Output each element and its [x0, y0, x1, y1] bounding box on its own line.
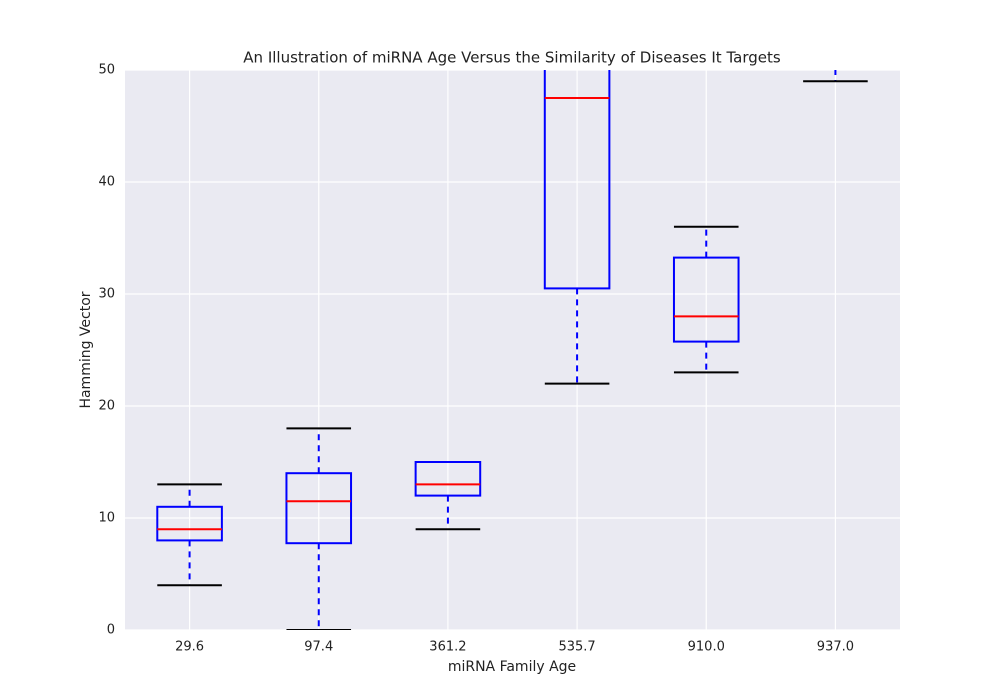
x-tick-label: 97.4 [304, 640, 333, 655]
y-tick-label: 20 [98, 399, 115, 414]
box [156, 505, 223, 542]
y-axis-label: Hamming Vector [78, 291, 94, 408]
grid [125, 69, 900, 631]
y-tick-label: 10 [98, 511, 115, 526]
y-tick-label: 0 [107, 623, 115, 638]
box [414, 461, 482, 497]
x-tick-label: 29.6 [175, 640, 204, 655]
box [285, 472, 353, 545]
y-tick-label: 30 [98, 287, 115, 302]
box [803, 0, 868, 14]
box [672, 256, 740, 343]
x-axis-label: miRNA Family Age [448, 659, 576, 675]
chart-title: An Illustration of miRNA Age Versus the … [243, 49, 781, 67]
x-tick-label: 535.7 [558, 640, 595, 655]
plot-area [125, 70, 900, 630]
x-tick-label: 361.2 [429, 640, 466, 655]
x-tick-label: 910.0 [688, 640, 725, 655]
y-tick-label: 50 [98, 63, 115, 78]
y-tick-label: 40 [98, 175, 115, 190]
box [543, 70, 611, 290]
x-tick-label: 937.0 [817, 640, 854, 655]
marks [156, 0, 868, 630]
